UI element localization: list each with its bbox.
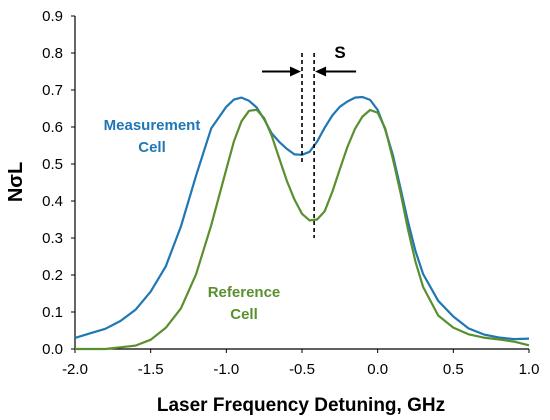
x-tick-label: -2.0 bbox=[62, 361, 88, 378]
x-tick-label: -1.0 bbox=[213, 361, 239, 378]
reference-label-line1: Reference bbox=[208, 284, 281, 301]
right-arrow-head bbox=[315, 66, 327, 77]
tick-labels: -2.0 -1.5 -1.0 -0.5 0.0 0.5 1.0 0.0 0.1 0.2 0.3 0.4… bbox=[42, 8, 539, 378]
reference-cell-line bbox=[75, 108, 530, 351]
y-tick-label: 0.8 bbox=[42, 45, 63, 62]
y-axis-title: NσL bbox=[5, 162, 27, 202]
y-tick-label: 0.7 bbox=[42, 82, 63, 99]
y-tick-label: 0.4 bbox=[42, 193, 63, 210]
y-tick-label: 0.1 bbox=[42, 304, 63, 321]
y-tick-label: 0.5 bbox=[42, 156, 63, 173]
left-arrow-head bbox=[290, 66, 301, 77]
y-tick-label: 0.9 bbox=[42, 8, 63, 25]
x-tick-label: -1.5 bbox=[138, 361, 164, 378]
y-tick-label: 0.2 bbox=[42, 267, 63, 284]
x-tick-label: 1.0 bbox=[519, 361, 540, 378]
x-tick-label: 0.0 bbox=[367, 361, 388, 378]
y-tick-label: 0.6 bbox=[42, 119, 63, 136]
measurement-label-line1: Measurement bbox=[104, 117, 201, 134]
x-axis-title: Laser Frequency Detuning, GHz bbox=[157, 395, 445, 416]
x-tick-label: 0.5 bbox=[443, 361, 464, 378]
x-tick-label: -0.5 bbox=[289, 361, 315, 378]
annotations: Measurement Cell Reference Cell S bbox=[104, 43, 357, 323]
y-tick-label: 0.3 bbox=[42, 230, 63, 247]
separation-label: S bbox=[334, 43, 345, 62]
y-tick-label: 0.0 bbox=[42, 341, 63, 358]
reference-label-line2: Cell bbox=[230, 306, 258, 323]
series-lines bbox=[74, 95, 530, 351]
measurement-label-line2: Cell bbox=[138, 139, 166, 156]
